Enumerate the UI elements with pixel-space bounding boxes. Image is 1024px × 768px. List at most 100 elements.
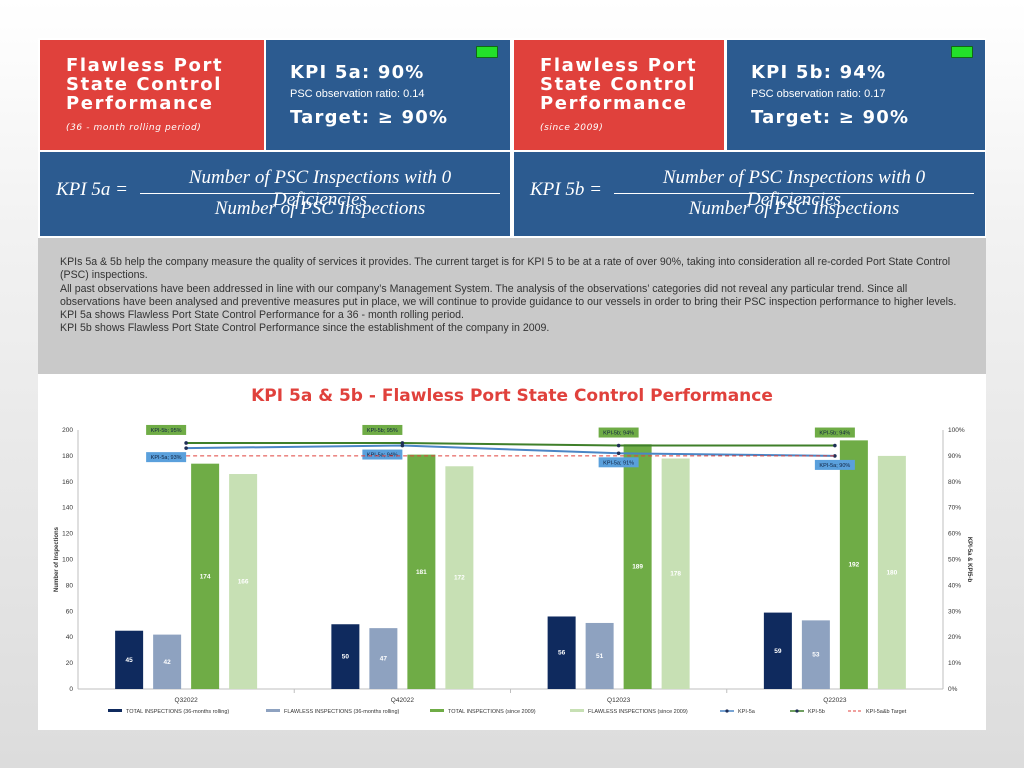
legend-label: KPI-5a: [738, 709, 756, 715]
kpi-line-point: [833, 454, 837, 458]
kpi-line-point: [400, 443, 405, 448]
x-tick-label: Q12023: [607, 697, 631, 704]
y-tick-label: 0: [69, 686, 73, 693]
bar: [547, 616, 576, 689]
kpi-5a-target: Target: ≥ 90%: [290, 107, 449, 128]
bar-data-label: 189: [632, 564, 643, 571]
bar: [661, 458, 690, 689]
kpi-line-point: [616, 451, 621, 456]
description-paragraph-1: KPIs 5a & 5b help the company measure th…: [60, 256, 951, 282]
formula-a-numerator: Number of PSC Inspections with 0 Deficie…: [188, 167, 452, 210]
panel-a-title-box: Flawless Port State Control Performance …: [40, 40, 264, 150]
formula-b-lhs: KPI 5b =: [530, 179, 602, 200]
kpi-data-label: KPI-5a; 90%: [819, 463, 850, 469]
y-tick-label: 140: [62, 505, 73, 512]
formula-b-denominator: Number of PSC Inspections: [688, 198, 900, 219]
kpi-data-label-box: [362, 424, 403, 435]
formula-b-numerator: Number of PSC Inspections with 0 Deficie…: [662, 167, 926, 210]
x-tick-label: Q32022: [175, 697, 199, 704]
bar: [191, 463, 220, 689]
report-frame: Flawless Port State Control Performance …: [38, 38, 986, 730]
y-tick-label: 60: [66, 608, 74, 615]
kpi-data-label: KPI-5b; 95%: [367, 428, 398, 434]
y-tick-label: 100: [62, 557, 73, 564]
panel-b-kpi-box: KPI 5b: 94% PSC observation ratio: 0.17 …: [727, 40, 985, 150]
kpi-line-point: [833, 443, 837, 448]
legend-label: TOTAL INSPECTIONS (36-months rolling): [126, 709, 229, 715]
bar-data-label: 181: [416, 569, 427, 576]
kpi-data-label-box: [146, 452, 187, 463]
bar-data-label: 59: [774, 648, 782, 655]
y2-tick-label: 20%: [948, 634, 961, 641]
legend-swatch: [266, 709, 280, 712]
formula-a-box: KPI 5a = Number of PSC Inspections with …: [40, 152, 510, 236]
panel-a-kpi-box: KPI 5a: 90% PSC observation ratio: 0.14 …: [266, 40, 510, 150]
description-paragraph-2: All past observations have been addresse…: [60, 282, 957, 308]
bar: [763, 612, 792, 689]
y-tick-label: 80: [66, 582, 74, 589]
legend-swatch: [108, 709, 122, 712]
kpi-line-point: [616, 443, 621, 448]
y-tick-label: 160: [62, 479, 73, 486]
kpi-line-point: [400, 441, 405, 445]
y-tick-label: 120: [62, 531, 73, 538]
kpi-5a-heading: KPI 5a: 90%: [290, 62, 425, 83]
kpi-data-label: KPI-5b; 94%: [819, 431, 850, 437]
bar-data-label: 192: [848, 562, 859, 569]
bar-data-label: 166: [238, 579, 249, 586]
description-paragraph-3: KPI 5a shows Flawless Port State Control…: [60, 309, 464, 322]
panel-b-title-box: Flawless Port State Control Performance …: [514, 40, 724, 150]
bar-data-label: 180: [886, 569, 897, 576]
panel-a-subtitle: (36 - month rolling period): [66, 123, 202, 133]
y2-axis-label: KPI-5a & KPI5-b: [966, 537, 972, 583]
kpi-data-label: KPI-5a; 91%: [603, 460, 634, 466]
y-axis-label: Number of Inspections: [54, 526, 60, 592]
legend-label: KPI-5b: [808, 709, 825, 715]
bar: [369, 628, 398, 689]
bar-data-label: 51: [596, 653, 604, 660]
bar-data-label: 178: [670, 571, 681, 578]
panel-a-title: Flawless Port State Control Performance: [66, 55, 224, 114]
y2-tick-label: 70%: [948, 505, 961, 512]
bar-data-label: 50: [342, 654, 350, 661]
x-tick-label: Q22023: [823, 697, 847, 704]
y-tick-label: 40: [66, 634, 74, 641]
kpi-data-label: KPI-5b; 95%: [151, 428, 182, 434]
description-box: KPIs 5a & 5b help the company measure th…: [38, 238, 986, 374]
y-tick-label: 20: [66, 660, 74, 667]
kpi-line: [186, 444, 835, 457]
kpi-data-label-box: [814, 427, 855, 438]
bar: [407, 454, 436, 689]
kpi-5b-target: Target: ≥ 90%: [751, 107, 910, 128]
status-indicator-a: [476, 46, 498, 58]
y-tick-label: 180: [62, 453, 73, 460]
bar: [585, 622, 614, 689]
bar-data-label: 174: [200, 573, 211, 580]
bar: [153, 634, 182, 689]
legend-marker: [795, 709, 799, 713]
kpi-data-label: KPI-5a; 93%: [151, 455, 182, 461]
bar-data-label: 47: [380, 656, 388, 663]
status-indicator-b: [951, 46, 973, 58]
y-tick-label: 200: [62, 427, 73, 434]
y2-tick-label: 10%: [948, 660, 961, 667]
formula-a-lhs: KPI 5a =: [56, 179, 128, 200]
kpi-line-point: [184, 446, 188, 450]
y2-tick-label: 30%: [948, 608, 961, 615]
panel-b-title: Flawless Port State Control Performance: [540, 55, 698, 114]
kpi-line: [186, 441, 835, 447]
y2-tick-label: 50%: [948, 557, 961, 564]
kpi-data-label: KPI-5b; 94%: [603, 431, 634, 437]
bar: [229, 474, 258, 689]
y2-tick-label: 100%: [948, 427, 965, 434]
formula-a-fraction-bar: [140, 193, 500, 194]
legend-swatch: [430, 709, 444, 712]
y2-tick-label: 0%: [948, 686, 958, 693]
bar: [877, 455, 906, 689]
y2-tick-label: 90%: [948, 453, 961, 460]
legend-label: FLAWLESS INSPECTIONS (36-months rolling): [284, 709, 399, 715]
formula-a-denominator: Number of PSC Inspections: [214, 198, 426, 219]
x-tick-label: Q42022: [391, 697, 415, 704]
bar-data-label: 53: [812, 652, 820, 659]
legend-label: TOTAL INSPECTIONS (since 2009): [448, 709, 536, 715]
